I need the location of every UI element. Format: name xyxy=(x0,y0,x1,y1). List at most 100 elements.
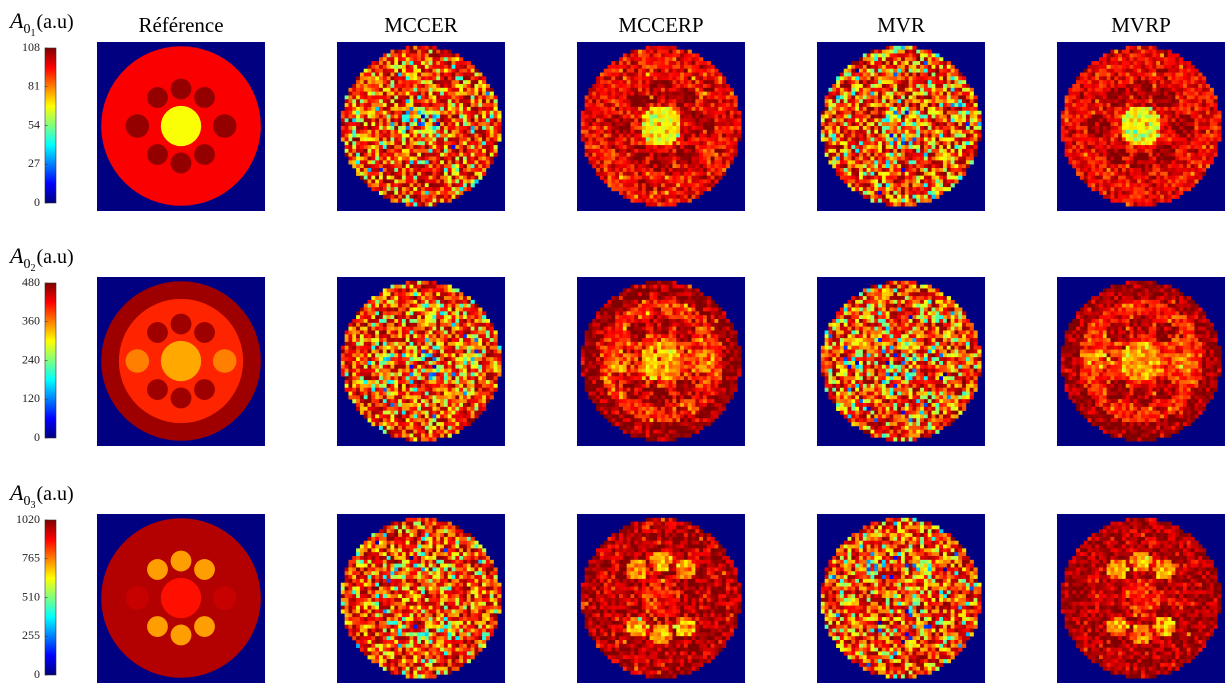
pixel xyxy=(703,187,708,192)
pixel xyxy=(839,171,845,176)
pixel xyxy=(603,76,608,81)
pixel xyxy=(1167,106,1172,112)
pixel xyxy=(649,171,654,176)
pixel xyxy=(638,122,643,127)
pixel xyxy=(363,145,368,150)
pixel xyxy=(691,126,696,131)
pixel xyxy=(927,190,932,196)
pixel xyxy=(920,68,925,73)
pixel xyxy=(828,122,833,127)
pixel xyxy=(603,114,608,119)
pixel xyxy=(703,141,708,146)
pixel xyxy=(398,68,403,73)
pixel xyxy=(703,168,708,173)
pixel xyxy=(1099,61,1104,66)
pixel xyxy=(718,156,723,161)
pixel xyxy=(657,106,662,112)
pixel xyxy=(478,91,483,96)
pixel xyxy=(1079,84,1085,89)
pixel xyxy=(352,118,357,123)
pixel xyxy=(421,179,426,184)
pixel xyxy=(470,91,475,96)
pixel xyxy=(874,198,879,203)
pixel xyxy=(1129,129,1134,134)
pixel xyxy=(371,164,376,169)
pixel xyxy=(912,84,917,89)
pixel xyxy=(1190,103,1195,108)
pixel xyxy=(1083,133,1088,138)
pixel xyxy=(969,133,974,138)
pixel xyxy=(931,133,936,138)
pixel xyxy=(1079,95,1085,100)
pixel xyxy=(382,87,387,92)
pixel xyxy=(363,76,368,81)
pixel xyxy=(497,122,502,127)
pixel xyxy=(874,126,879,131)
pixel xyxy=(1175,114,1180,119)
pixel xyxy=(870,72,875,77)
pixel xyxy=(363,68,368,73)
pixel xyxy=(417,171,422,176)
pixel xyxy=(466,103,471,108)
pixel xyxy=(668,198,673,203)
pixel xyxy=(638,110,643,115)
pixel xyxy=(664,194,669,199)
pixel xyxy=(661,168,666,173)
pixel xyxy=(638,68,643,73)
pixel xyxy=(443,118,449,123)
pixel xyxy=(413,114,418,119)
pixel xyxy=(451,126,456,131)
pixel xyxy=(901,148,906,154)
pixel xyxy=(912,183,917,188)
pixel xyxy=(908,87,913,92)
pixel xyxy=(428,45,433,50)
pixel xyxy=(1167,129,1172,134)
pixel xyxy=(889,164,894,169)
pixel xyxy=(463,133,468,138)
pixel xyxy=(878,91,883,96)
pixel xyxy=(1171,129,1176,134)
pixel xyxy=(634,61,639,66)
pixel xyxy=(969,122,974,127)
pixel xyxy=(927,126,932,131)
pixel xyxy=(390,198,395,203)
pixel xyxy=(466,114,471,119)
pixel xyxy=(440,122,445,127)
pixel xyxy=(847,91,852,96)
pixel xyxy=(862,64,867,70)
pixel xyxy=(482,148,487,154)
pixel xyxy=(417,145,422,150)
pixel xyxy=(954,76,959,81)
pixel xyxy=(1171,53,1176,58)
pixel xyxy=(1144,49,1149,54)
pixel xyxy=(1079,87,1085,92)
pixel xyxy=(638,91,643,96)
pixel xyxy=(599,171,605,176)
pixel xyxy=(386,156,391,161)
pixel xyxy=(927,64,932,70)
pixel xyxy=(421,183,426,188)
pixel xyxy=(398,168,403,173)
pixel xyxy=(474,76,479,81)
pixel xyxy=(432,84,437,89)
pixel xyxy=(592,95,597,100)
pixel xyxy=(680,168,685,173)
pixel xyxy=(622,141,627,146)
pixel xyxy=(950,110,955,115)
pixel xyxy=(904,156,909,161)
pixel xyxy=(409,187,414,192)
pixel xyxy=(843,171,848,176)
pixel xyxy=(1213,103,1218,108)
pixel xyxy=(722,80,727,85)
pixel xyxy=(493,110,498,115)
pixel xyxy=(687,53,692,58)
pixel xyxy=(466,106,471,112)
pixel xyxy=(386,126,391,131)
pixel xyxy=(641,171,647,176)
pixel xyxy=(622,84,627,89)
pixel xyxy=(1205,110,1211,115)
pixel xyxy=(699,118,704,123)
pixel xyxy=(1167,91,1172,96)
pixel xyxy=(668,129,673,134)
pixel xyxy=(927,61,932,66)
